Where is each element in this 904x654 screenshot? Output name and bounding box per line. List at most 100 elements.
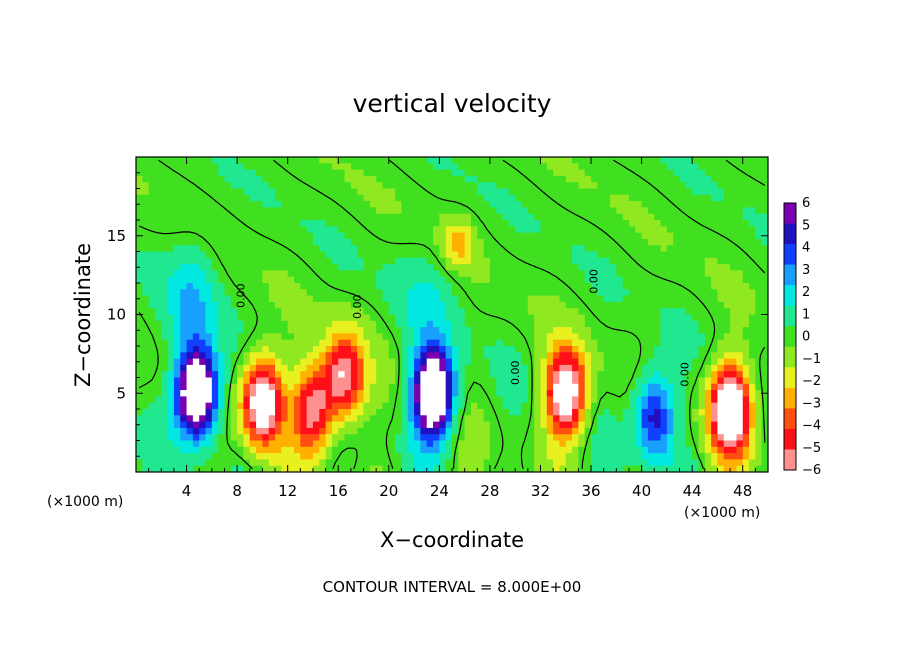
heatmap-cell [180,283,187,290]
heatmap-cell [553,453,560,460]
heatmap-cell [730,194,737,202]
heatmap-cell [205,163,213,170]
heatmap-cell [262,245,270,252]
heatmap-cell [350,402,358,410]
heatmap-cell [616,308,624,315]
heatmap-cell [565,251,573,259]
heatmap-cell [357,264,364,271]
heatmap-cell [508,289,516,296]
heatmap-cell [205,283,213,290]
heatmap-cell [477,295,484,303]
heatmap-cell [414,333,421,341]
heatmap-cell [426,346,434,353]
heatmap-cell [673,251,680,259]
heatmap-cell [237,245,244,252]
heatmap-cell [161,427,168,435]
heatmap-cell [148,421,156,429]
heatmap-cell [331,289,339,296]
heatmap-cell [603,465,611,472]
heatmap-cell [186,390,194,397]
heatmap-cell [154,371,162,378]
heatmap-cell [294,188,301,196]
heatmap-cell [186,301,194,309]
heatmap-cell [376,320,383,328]
heatmap-cell [205,188,213,196]
heatmap-cell [641,346,649,353]
heatmap-cell [698,333,706,341]
heatmap-cell [559,182,567,189]
heatmap-cell [717,339,725,347]
heatmap-cell [180,232,187,240]
heatmap-cell [331,421,339,429]
heatmap-cell [698,427,706,435]
heatmap-cell [154,465,162,472]
heatmap-cell [237,377,244,385]
heatmap-cell [749,459,756,467]
heatmap-cell [249,157,257,164]
heatmap-cell [249,289,257,296]
heatmap-cell [742,251,750,259]
heatmap-cell [199,163,206,170]
heatmap-cell [382,339,390,347]
heatmap-cell [344,213,352,221]
heatmap-cell [395,314,402,322]
heatmap-cell [395,427,402,435]
heatmap-cell [249,194,257,202]
heatmap-cell [256,453,263,460]
heatmap-cell [616,226,624,233]
heatmap-cell [186,289,194,296]
heatmap-cell [218,270,225,278]
heatmap-cell [641,226,649,233]
heatmap-cell [742,295,750,303]
heatmap-cell [742,238,750,246]
heatmap-cell [199,194,206,202]
heatmap-cell [401,396,409,404]
heatmap-cell [357,364,364,372]
heatmap-cell [230,415,238,422]
heatmap-cell [344,459,352,467]
heatmap-cell [660,295,668,303]
heatmap-cell [647,346,655,353]
heatmap-cell [641,207,649,215]
heatmap-cell [591,358,598,366]
heatmap-cell [281,264,289,271]
heatmap-cell [489,390,497,397]
heatmap-cell [730,163,737,170]
heatmap-cell [224,383,232,391]
heatmap-cell [597,409,605,416]
heatmap-cell [521,333,529,341]
heatmap-cell [559,415,567,422]
heatmap-cell [306,194,314,202]
heatmap-cell [628,358,636,366]
heatmap-cell [546,289,554,296]
heatmap-cell [312,308,320,315]
heatmap-cell [325,301,333,309]
heatmap-cell [401,194,409,202]
heatmap-cell [666,238,674,246]
heatmap-cell [325,409,333,416]
heatmap-cell [692,188,699,196]
heatmap-cell [679,409,687,416]
heatmap-cell [388,427,396,435]
heatmap-cell [666,434,674,441]
heatmap-cell [205,440,213,448]
heatmap-cell [641,358,649,366]
heatmap-cell [376,327,383,334]
heatmap-cell [483,270,491,278]
heatmap-cell [610,409,617,416]
heatmap-cell [420,182,428,189]
heatmap-cell [464,264,472,271]
heatmap-cell [755,251,763,259]
heatmap-cell [647,320,655,328]
heatmap-cell [230,314,238,322]
heatmap-cell [300,270,308,278]
heatmap-cell [736,188,744,196]
heatmap-cell [230,459,238,467]
heatmap-cell [136,270,143,278]
heatmap-cell [755,415,763,422]
heatmap-cell [679,364,687,372]
heatmap-cell [489,333,497,341]
heatmap-cell [553,163,560,170]
heatmap-cell [325,390,333,397]
heatmap-cell [300,339,308,347]
